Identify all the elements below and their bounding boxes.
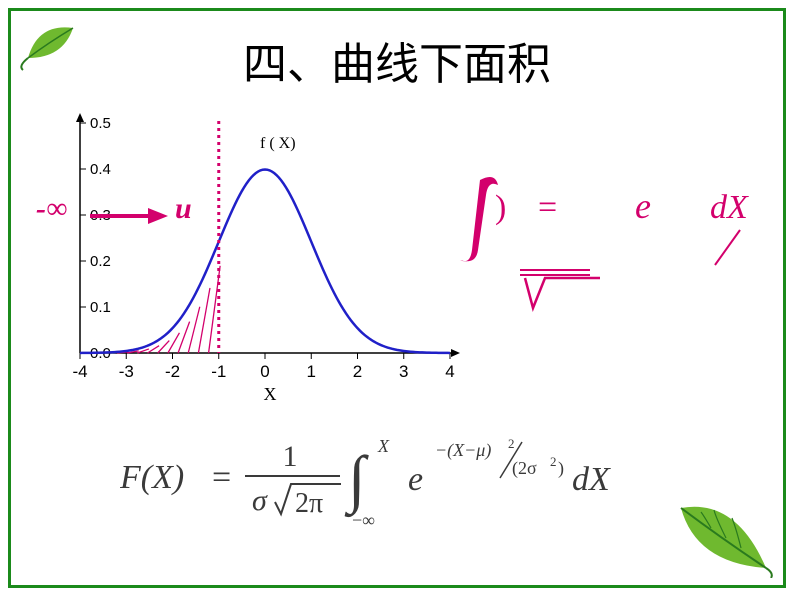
right-equation: ) = e dX	[440, 170, 780, 350]
svg-text:dX: dX	[710, 189, 749, 226]
svg-text:−∞: −∞	[352, 510, 375, 530]
y-axis-label: f ( X)	[260, 135, 296, 152]
svg-text:−(X−μ): −(X−μ)	[435, 440, 491, 461]
svg-text:3: 3	[399, 362, 408, 381]
svg-text:-4: -4	[72, 362, 87, 381]
svg-text:2: 2	[353, 362, 362, 381]
svg-text:2: 2	[508, 436, 515, 451]
bottom-equation: F(X) = 1 σ 2π ∫ X −∞ e −(X−μ) 2 (2σ 2 ) …	[120, 430, 680, 530]
svg-text:0.5: 0.5	[90, 115, 111, 132]
svg-text:e: e	[635, 186, 651, 226]
svg-text:e: e	[408, 461, 423, 498]
svg-text:2: 2	[550, 454, 557, 469]
svg-text:dX: dX	[572, 461, 611, 498]
svg-text:1: 1	[307, 362, 316, 381]
normal-curve-chart: 0.00.10.20.30.40.5 -4-3-2-101234 X f ( X…	[30, 108, 460, 408]
slide-title: 四、曲线下面积	[0, 28, 794, 92]
svg-text:=: =	[212, 459, 231, 496]
u-label: u	[175, 192, 192, 226]
svg-text:-1: -1	[211, 362, 226, 381]
svg-text:2π: 2π	[295, 488, 323, 519]
svg-text:4: 4	[445, 362, 454, 381]
svg-text:X: X	[377, 436, 390, 456]
svg-text:σ: σ	[252, 484, 268, 517]
svg-text:0.2: 0.2	[90, 253, 111, 270]
svg-text:-2: -2	[165, 362, 180, 381]
svg-text:): )	[495, 189, 506, 226]
svg-text:∫: ∫	[344, 443, 369, 518]
neg-infinity-label: -∞	[36, 192, 67, 226]
arrow-icon	[90, 206, 170, 226]
svg-text:1: 1	[283, 440, 298, 473]
leaf-bottom-right	[666, 488, 776, 578]
svg-text:0: 0	[260, 362, 269, 381]
svg-text:-3: -3	[119, 362, 134, 381]
svg-text:0.1: 0.1	[90, 299, 111, 316]
svg-text:(2σ: (2σ	[512, 458, 537, 479]
svg-text:0.4: 0.4	[90, 161, 111, 178]
x-axis-label: X	[264, 384, 277, 404]
svg-text:F(X): F(X)	[120, 459, 184, 496]
svg-text:=: =	[538, 189, 557, 226]
svg-text:): )	[558, 458, 564, 479]
